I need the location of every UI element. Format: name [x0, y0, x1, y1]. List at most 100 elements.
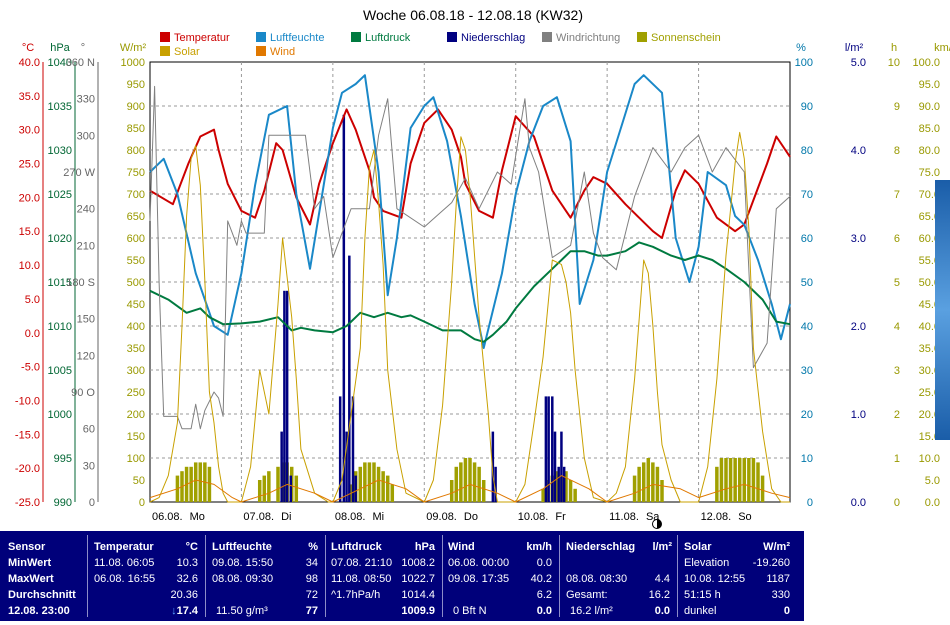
y-tick-label: 70.0 [919, 189, 940, 201]
y-tick-label: 1000 [121, 57, 145, 69]
x-tick-weekday: Do [464, 511, 478, 523]
y-tick-label: 0 [807, 497, 813, 509]
bar-sonnenschein [262, 475, 267, 502]
bar-niederschlag [551, 396, 554, 502]
bar-niederschlag [280, 431, 283, 502]
temperatur-max-time: 06.08. 16:55 [94, 573, 156, 585]
bar-sonnenschein [747, 458, 751, 502]
bar-sonnenschein [385, 475, 390, 502]
solar-max-time: 10.08. 12:55 [684, 573, 746, 585]
bar-sonnenschein [481, 480, 486, 502]
y-tick-label: 40.0 [919, 321, 940, 333]
y-tick-label: 3 [894, 365, 900, 377]
axis-unit-label: h [891, 42, 897, 54]
legend: Temperatur Solar Luftfeuchte Wind Luftdruck N… [160, 32, 721, 58]
bar-sonnenschein [193, 462, 198, 502]
y-tick-label: 700 [127, 189, 145, 201]
luftdruck-trend: ^1.7hPa/h [331, 589, 381, 601]
bar-sonnenschein [257, 480, 262, 502]
y-tick-label: 1005 [48, 365, 72, 377]
luftdruck-current: 1009.9 [401, 605, 435, 617]
y-tick-label: 65.0 [919, 211, 940, 223]
x-tick-date: 11.08. [609, 511, 642, 523]
y-tick-label: 50 [133, 475, 145, 487]
bar-niederschlag [494, 466, 497, 502]
bar-sonnenschein [358, 466, 363, 502]
bar-sonnenschein [573, 488, 577, 502]
x-tick-label: 09.08. Do [426, 511, 478, 523]
bar-niederschlag [562, 466, 566, 502]
solar-sunshine: 51:15 h [684, 589, 721, 601]
y-tick-label: 10.0 [919, 453, 940, 465]
y-tick-label: 95.0 [919, 79, 940, 91]
series-line-solar [149, 131, 790, 503]
y-tick-label: 0.0 [851, 497, 866, 509]
y-tick-label: 100 [795, 57, 813, 69]
solar-title: Solar [684, 541, 712, 553]
bar-sonnenschein [207, 466, 212, 502]
solar-elev: -19.260 [752, 557, 790, 569]
y-tick-label: 60.0 [919, 233, 940, 245]
luftdruck-min: 1008.2 [401, 557, 435, 569]
legend-label: Solar [174, 46, 200, 58]
y-tick-label: 20.0 [919, 409, 940, 421]
y-tick-label: 1 [894, 453, 900, 465]
y-tick-label: 600 [127, 233, 145, 245]
bar-sonnenschein [646, 458, 651, 502]
niederschlag-current-total: 16.2 l/m² [570, 605, 613, 617]
niederschlag-max: 4.4 [654, 573, 670, 585]
y-tick-label: 995 [54, 453, 72, 465]
separator [442, 535, 443, 617]
solar-current: 0 [783, 605, 790, 617]
y-tick-label: -5.0 [21, 362, 40, 374]
weather-chart: Woche 06.08.18 - 12.08.18 (KW32) Tempera… [15, 7, 950, 529]
wind-title: Wind [448, 541, 475, 553]
solar-state: dunkel [684, 605, 717, 617]
y-tick-label: 3.0 [851, 233, 866, 245]
y-tick-label: 0.0 [25, 328, 40, 340]
window-edge-strip [935, 180, 950, 440]
niederschlag-unit: l/m² [652, 541, 672, 553]
y-tick-label: 330 [77, 94, 95, 106]
bar-sonnenschein [641, 462, 646, 502]
bar-sonnenschein [363, 462, 367, 502]
bar-sonnenschein [189, 466, 193, 502]
luftfeuchte-min: 34 [305, 557, 318, 569]
sensor-title: Sensor [8, 541, 46, 553]
luftfeuchte-title: Luftfeuchte [212, 541, 272, 553]
niederschlag-title: Niederschlag [566, 541, 636, 553]
wind-min-time: 06.08. 00:00 [448, 557, 510, 569]
bar-sonnenschein [454, 466, 459, 502]
bar-niederschlag [338, 396, 342, 502]
solar-max: 1187 [766, 573, 790, 585]
legend-swatch [447, 32, 457, 42]
y-tick-label: 90 [801, 101, 813, 113]
wind-max: 40.2 [530, 573, 552, 585]
wind-column: Wind km/h 06.08. 00:00 0.0 09.08. 17:35 … [443, 531, 558, 621]
y-tick-label: 40.0 [19, 57, 40, 69]
y-tick-label: 35.0 [919, 343, 940, 355]
y-tick-label: 2.0 [851, 321, 866, 333]
luftfeuchte-max: 98 [305, 573, 318, 585]
y-tick-label: 240 [77, 204, 95, 216]
bar-sonnenschein [390, 484, 395, 502]
y-tick-label: 0 [894, 497, 900, 509]
legend-label: Niederschlag [461, 32, 525, 44]
niederschlag-total-label: Gesamt: [566, 589, 608, 601]
wind-max-time: 09.08. 17:35 [448, 573, 510, 585]
x-tick-date: 09.08. [426, 511, 460, 523]
bar-sonnenschein [381, 471, 385, 502]
y-tick-label: 50.0 [919, 277, 940, 289]
x-axis: 06.08. Mo 07.08. Di 08.08. Mi 09.08. Do 10.0… [152, 511, 752, 523]
separator [325, 535, 326, 617]
solar-unit: W/m² [763, 541, 790, 553]
x-tick-date: 08.08. [335, 511, 369, 523]
trend-down-icon: ↓ [171, 605, 177, 617]
y-tick-label: -20.0 [15, 463, 40, 475]
y-tick-label: 10 [801, 453, 813, 465]
y-tick-label: 120 [77, 350, 95, 362]
x-tick-weekday: So [738, 511, 751, 523]
y-tick-label: 80 [801, 145, 813, 157]
y-tick-label: 0 [89, 497, 95, 509]
y-tick-label: 500 [127, 277, 145, 289]
